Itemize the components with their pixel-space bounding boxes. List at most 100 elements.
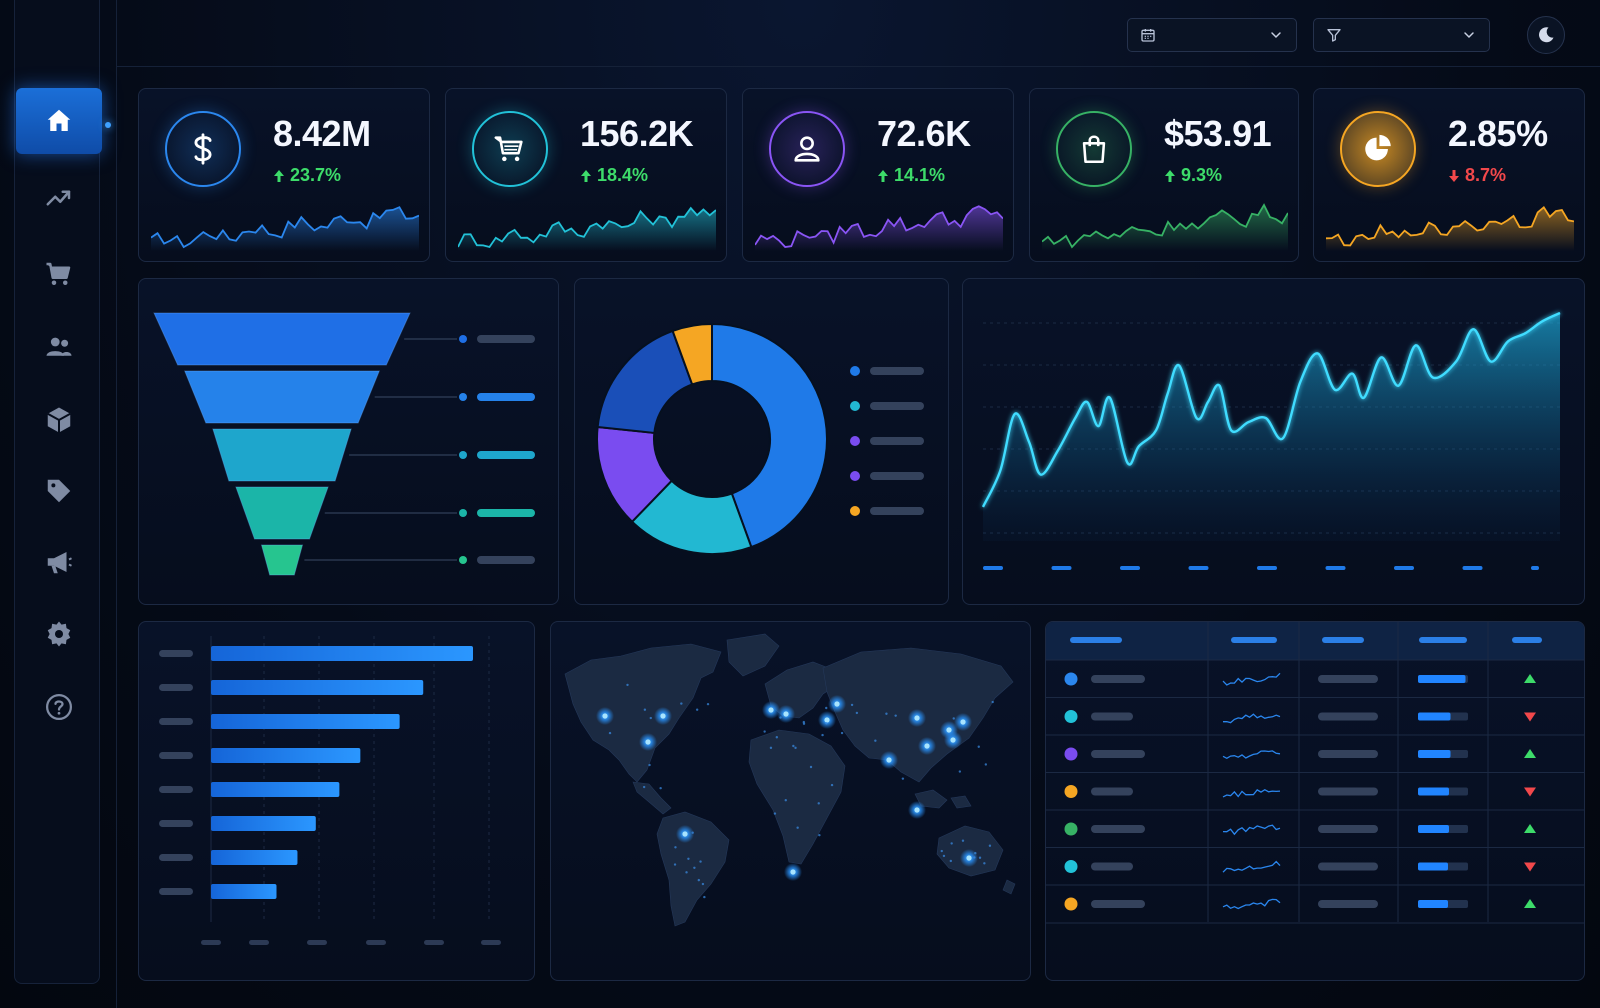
map-minor-dot — [674, 846, 677, 849]
map-minor-dot — [706, 702, 710, 706]
x-axis-tick-label-placeholder — [1120, 566, 1140, 570]
funnel-legend-dot — [459, 335, 467, 343]
kpi-sparkline — [458, 206, 716, 251]
cart-icon — [494, 136, 523, 162]
trend-up-icon — [1524, 824, 1536, 833]
map-minor-dot — [825, 706, 828, 710]
row-sparkline — [1222, 788, 1281, 798]
row-sparkline — [1222, 824, 1281, 836]
kpi-delta: 8.7% — [1448, 165, 1506, 186]
row-value-placeholder — [1318, 712, 1378, 721]
x-axis-tick-label-placeholder — [366, 940, 386, 945]
bar-chart-panel — [138, 621, 535, 981]
funnel-label-placeholder — [477, 451, 535, 459]
horizontal-bar-chart — [159, 636, 501, 945]
bar-category-label-placeholder — [159, 888, 193, 895]
row-value-placeholder — [1318, 862, 1378, 871]
x-axis-tick-label-placeholder — [1531, 566, 1539, 570]
x-axis-tick-label-placeholder — [1188, 566, 1209, 570]
map-minor-dot — [648, 763, 651, 767]
trending-up-icon — [46, 190, 71, 206]
funnel-legend-dot — [459, 556, 467, 564]
row-progress-fill — [1418, 900, 1448, 908]
kpi-icon-badge — [769, 111, 845, 187]
arrow-up-icon — [581, 169, 591, 182]
sidebar-item-help[interactable] — [16, 674, 102, 740]
sidebar-item-home[interactable] — [16, 88, 102, 154]
map-location-dot — [960, 719, 966, 725]
table-header — [1046, 622, 1584, 660]
date-range-dropdown[interactable] — [1127, 18, 1297, 52]
map-minor-dot — [701, 882, 705, 886]
row-status-dot — [1064, 785, 1078, 798]
sidebar-item-customers[interactable] — [16, 314, 102, 380]
pie-chart-icon — [1365, 134, 1391, 161]
map-minor-dot — [949, 859, 953, 863]
funnel-chart — [153, 312, 535, 576]
sidebar-item-settings[interactable] — [16, 601, 102, 667]
funnel-label-placeholder — [477, 335, 535, 343]
x-axis-tick-label-placeholder — [1394, 566, 1414, 570]
map-location-dot — [966, 855, 972, 861]
arrow-up-icon — [274, 169, 284, 182]
row-progress-fill — [1418, 750, 1451, 758]
trend-up-icon — [1524, 674, 1536, 683]
filter-icon — [1327, 29, 1341, 42]
map-minor-dot — [775, 736, 779, 739]
donut-legend-dot — [850, 471, 860, 481]
kpi-sparkline — [755, 205, 1003, 251]
x-axis-tick-label-placeholder — [307, 940, 327, 945]
funnel-segment — [235, 486, 329, 540]
map-minor-dot — [988, 844, 992, 847]
data-table — [1046, 622, 1584, 924]
map-minor-dot — [693, 866, 696, 869]
sidebar-item-analytics[interactable] — [16, 165, 102, 231]
bar-category-label-placeholder — [159, 684, 193, 691]
bar — [211, 816, 316, 831]
row-status-dot — [1064, 710, 1078, 723]
map-location-dot — [914, 807, 920, 813]
row-sparkline — [1222, 860, 1281, 873]
funnel-stage — [183, 370, 535, 424]
funnel-label-placeholder — [477, 556, 535, 564]
funnel-label-placeholder — [477, 393, 535, 401]
donut-panel — [574, 278, 949, 605]
map-minor-dot — [626, 683, 629, 687]
map-minor-dot — [687, 857, 690, 861]
sidebar-item-products[interactable] — [16, 387, 102, 453]
x-axis-tick-label-placeholder — [983, 566, 1003, 570]
box-icon — [47, 407, 71, 433]
map-minor-dot — [942, 854, 946, 858]
funnel-legend-dot — [459, 451, 467, 459]
map-minor-dot — [680, 702, 683, 705]
calendar-icon — [1141, 29, 1155, 42]
table-row — [1046, 884, 1584, 911]
sparkline-area — [1042, 205, 1288, 251]
map-minor-dot — [840, 731, 844, 735]
filter-dropdown[interactable] — [1313, 18, 1490, 52]
map-minor-dot — [821, 733, 824, 737]
map-minor-dot — [642, 785, 646, 789]
row-name-placeholder — [1091, 787, 1133, 796]
bar-category-label-placeholder — [159, 718, 193, 725]
kpi-delta: 18.4% — [580, 165, 648, 186]
bar — [211, 714, 400, 729]
x-axis-tick-label-placeholder — [1257, 566, 1277, 570]
row-name-placeholder — [1091, 862, 1133, 871]
row-status-dot — [1064, 897, 1078, 911]
kpi-delta-value: 8.7% — [1465, 165, 1507, 185]
kpi-delta-value: 9.3% — [1181, 165, 1223, 185]
row-value-placeholder — [1318, 675, 1378, 683]
column-header-label — [1322, 637, 1364, 643]
moon-icon — [1539, 27, 1554, 43]
sidebar-item-tags[interactable] — [16, 458, 102, 524]
sparkline-area — [1326, 207, 1574, 251]
map-location-dot — [950, 737, 956, 743]
map-minor-dot — [901, 777, 905, 780]
sidebar-item-orders[interactable] — [16, 241, 102, 307]
kpi-icon-badge — [1340, 111, 1416, 187]
map-location-dot — [783, 711, 789, 717]
sidebar-item-marketing[interactable] — [16, 529, 102, 595]
column-header-label — [1419, 637, 1467, 643]
theme-toggle-button[interactable] — [1527, 16, 1565, 54]
